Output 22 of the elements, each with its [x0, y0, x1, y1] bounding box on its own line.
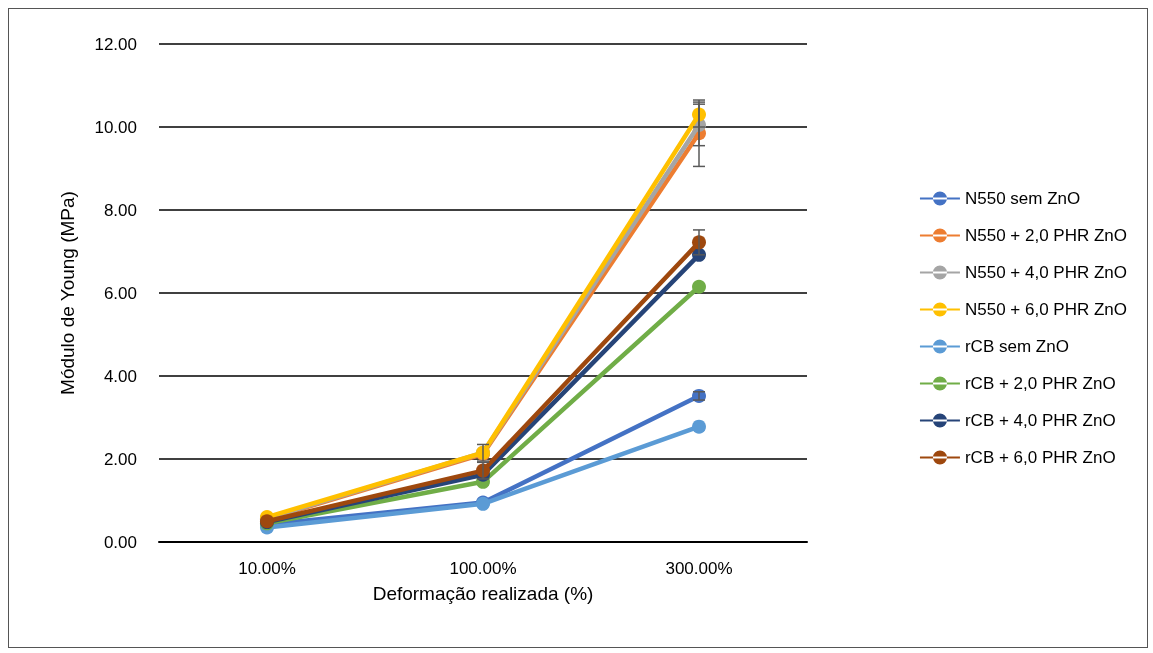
point	[692, 419, 706, 434]
legend-label: rCB sem ZnO	[964, 337, 1069, 356]
legend-label: rCB + 4,0 PHR ZnO	[964, 411, 1116, 430]
legend-label: N550 + 2,0 PHR ZnO	[964, 226, 1128, 245]
legend-label: N550 sem ZnO	[964, 189, 1081, 208]
legend-label: rCB + 2,0 PHR ZnO	[964, 374, 1116, 393]
y-tick-label: 0.00	[103, 532, 137, 552]
y-tick-label: 10.00	[94, 117, 137, 137]
x-axis-title: Deformação realizada (%)	[372, 583, 594, 604]
y-tick-label: 12.00	[94, 34, 137, 54]
point	[692, 279, 706, 294]
x-tick-label: 100.00%	[449, 559, 517, 578]
y-tick-label: 8.00	[103, 200, 137, 220]
legend-label: N550 + 4,0 PHR ZnO	[964, 263, 1128, 282]
legend-label: rCB + 6,0 PHR ZnO	[964, 448, 1116, 467]
x-tick-label: 300.00%	[665, 559, 733, 578]
y-tick-label: 4.00	[103, 366, 137, 386]
y-tick-label: 2.00	[103, 449, 137, 469]
legend-label: N550 + 6,0 PHR ZnO	[964, 300, 1128, 319]
x-tick-label: 10.00%	[238, 559, 296, 578]
y-axis-title: Módulo de Young (MPa)	[57, 191, 78, 395]
y-tick-label: 6.00	[103, 283, 137, 303]
